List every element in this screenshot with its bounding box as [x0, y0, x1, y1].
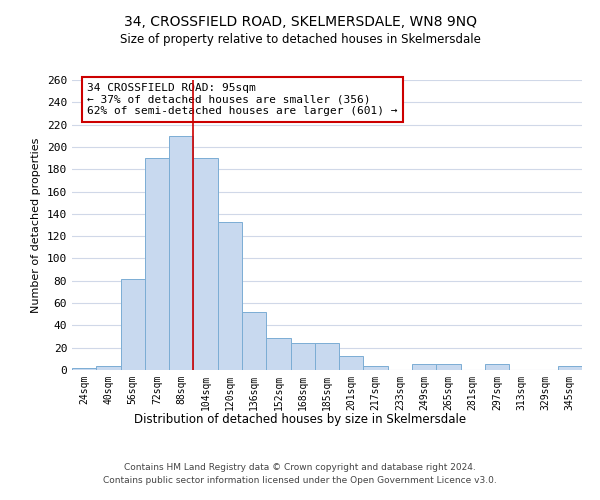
Bar	[96, 366, 121, 370]
Bar	[218, 222, 242, 370]
Bar	[558, 366, 582, 370]
Bar	[266, 338, 290, 370]
Bar	[193, 158, 218, 370]
Bar	[145, 158, 169, 370]
Bar	[436, 364, 461, 370]
Bar	[339, 356, 364, 370]
Text: Contains HM Land Registry data © Crown copyright and database right 2024.: Contains HM Land Registry data © Crown c…	[124, 462, 476, 471]
Bar	[364, 366, 388, 370]
Bar	[290, 343, 315, 370]
Bar	[242, 312, 266, 370]
Text: Size of property relative to detached houses in Skelmersdale: Size of property relative to detached ho…	[119, 32, 481, 46]
Text: Contains public sector information licensed under the Open Government Licence v3: Contains public sector information licen…	[103, 476, 497, 485]
Y-axis label: Number of detached properties: Number of detached properties	[31, 138, 41, 312]
Bar	[121, 278, 145, 370]
Bar	[485, 364, 509, 370]
Bar	[72, 368, 96, 370]
Text: Distribution of detached houses by size in Skelmersdale: Distribution of detached houses by size …	[134, 412, 466, 426]
Text: 34, CROSSFIELD ROAD, SKELMERSDALE, WN8 9NQ: 34, CROSSFIELD ROAD, SKELMERSDALE, WN8 9…	[124, 15, 476, 29]
Text: 34 CROSSFIELD ROAD: 95sqm
← 37% of detached houses are smaller (356)
62% of semi: 34 CROSSFIELD ROAD: 95sqm ← 37% of detac…	[88, 83, 398, 116]
Bar	[315, 343, 339, 370]
Bar	[412, 364, 436, 370]
Bar	[169, 136, 193, 370]
